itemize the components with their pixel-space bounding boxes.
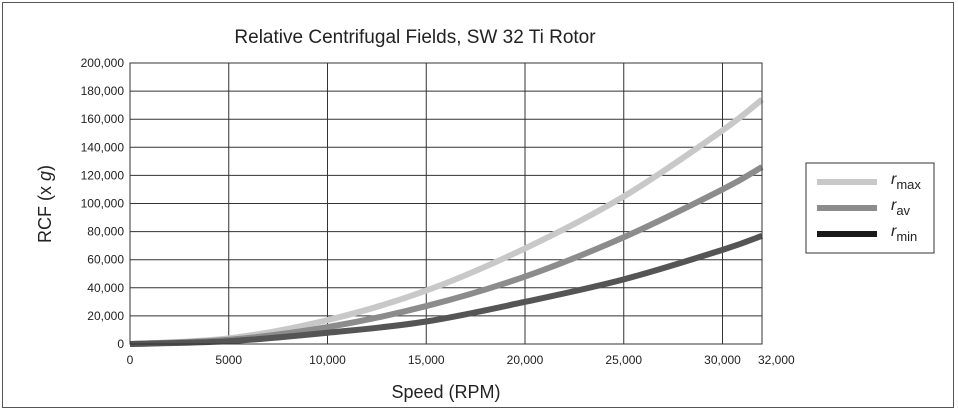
legend-label-av: rav (891, 197, 911, 218)
series-line-min (129, 232, 764, 347)
legend-label-max: rmax (891, 171, 921, 192)
y-tick-label: 160,000 (81, 112, 125, 126)
legend-name: r (891, 197, 897, 214)
y-tick-label: 20,000 (87, 309, 124, 323)
series-lines (129, 97, 764, 347)
x-tick-label: 32,000 (758, 353, 795, 367)
legend-name: r (891, 171, 897, 188)
x-axis-label: Speed (RPM) (391, 382, 500, 402)
x-tick-label: 0 (127, 353, 134, 367)
y-tick-labels: 0 20,000 40,000 60,000 80,000 100,000 120,000 1… (81, 56, 125, 351)
y-axis-label-italic: g (35, 171, 55, 181)
x-tick-label: 10,000 (309, 353, 346, 367)
y-tick-label: 60,000 (87, 253, 124, 267)
y-axis-label-main: RCF (x (35, 181, 55, 243)
x-tick-label: 20,000 (507, 353, 544, 367)
legend-label-min: rmin (891, 223, 917, 244)
legend-subscript: av (896, 203, 910, 218)
y-tick-label: 200,000 (81, 56, 125, 70)
y-tick-label: 120,000 (81, 168, 125, 182)
y-axis-label-close: ) (35, 165, 55, 171)
y-tick-label: 80,000 (87, 225, 124, 239)
x-tick-label: 5000 (215, 353, 242, 367)
legend-subscript: max (896, 177, 921, 192)
y-tick-label: 100,000 (81, 197, 125, 211)
legend-name: r (891, 223, 897, 240)
x-tick-label: 25,000 (605, 353, 642, 367)
series-line-max (129, 97, 764, 347)
chart-title: Relative Centrifugal Fields, SW 32 Ti Ro… (234, 27, 596, 48)
y-tick-label: 40,000 (87, 281, 124, 295)
y-tick-label: 0 (117, 337, 124, 351)
y-tick-label: 180,000 (81, 84, 125, 98)
x-tick-label: 30,000 (704, 353, 741, 367)
y-axis-label: RCF (x g) (35, 165, 55, 243)
legend-subscript: min (896, 229, 917, 244)
plot-border (129, 62, 763, 345)
y-tick-label: 140,000 (81, 140, 125, 154)
x-tick-labels: 0 5000 10,000 15,000 20,000 25,000 30,000 32,00… (127, 353, 795, 367)
x-tick-label: 15,000 (408, 353, 445, 367)
